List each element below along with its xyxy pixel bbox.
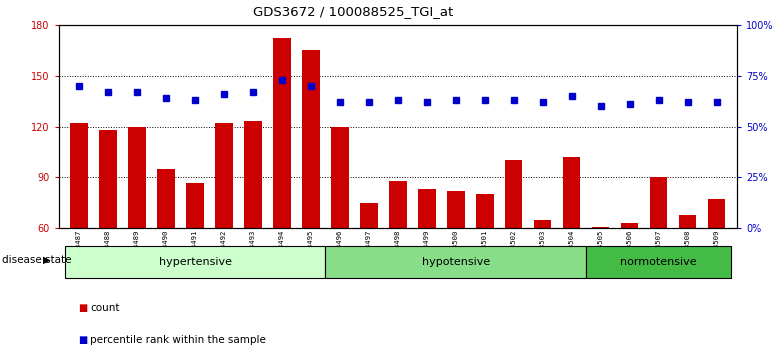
Text: count: count xyxy=(90,303,120,313)
Text: ▶: ▶ xyxy=(43,255,51,265)
Bar xyxy=(158,169,175,330)
Bar xyxy=(245,121,262,330)
Bar xyxy=(129,127,146,330)
Text: hypotensive: hypotensive xyxy=(422,257,490,267)
Bar xyxy=(389,181,407,330)
Text: ■: ■ xyxy=(78,303,88,313)
Bar xyxy=(592,227,609,330)
Bar xyxy=(64,246,325,278)
Bar xyxy=(187,183,204,330)
Text: GDS3672 / 100088525_TGI_at: GDS3672 / 100088525_TGI_at xyxy=(252,5,453,18)
Bar xyxy=(100,130,117,330)
Text: normotensive: normotensive xyxy=(620,257,697,267)
Bar xyxy=(331,127,349,330)
Text: percentile rank within the sample: percentile rank within the sample xyxy=(90,335,266,345)
Bar xyxy=(505,160,522,330)
Bar xyxy=(708,200,725,330)
Bar xyxy=(303,50,320,330)
Bar xyxy=(476,194,493,330)
Bar xyxy=(274,38,291,330)
Bar xyxy=(447,191,465,330)
Text: disease state: disease state xyxy=(2,255,72,265)
Bar xyxy=(325,246,586,278)
Bar xyxy=(360,203,378,330)
Bar xyxy=(621,223,638,330)
Bar xyxy=(679,215,696,330)
Bar xyxy=(586,246,731,278)
Text: hypertensive: hypertensive xyxy=(158,257,231,267)
Text: ■: ■ xyxy=(78,335,88,345)
Bar xyxy=(534,220,551,330)
Bar xyxy=(418,189,436,330)
Bar xyxy=(216,123,233,330)
Bar xyxy=(71,123,88,330)
Bar xyxy=(563,157,580,330)
Bar xyxy=(650,177,667,330)
